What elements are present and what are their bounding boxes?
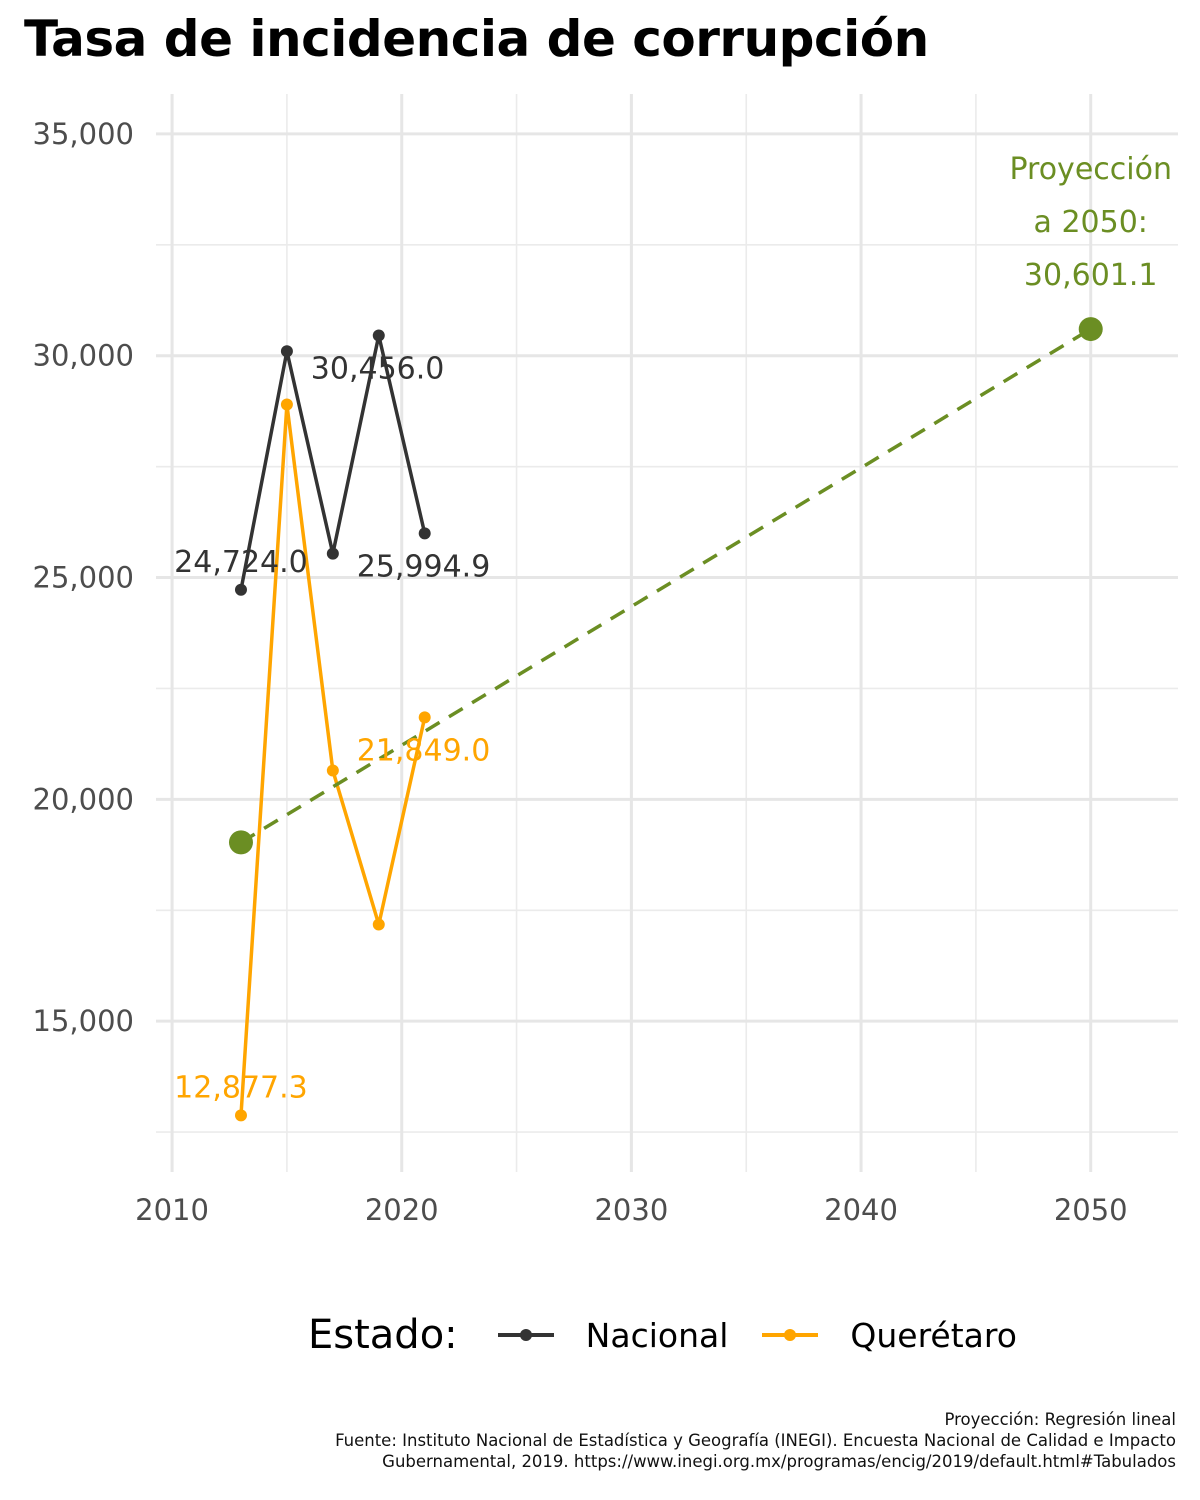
data-point-quertaro [372, 918, 385, 931]
data-point-nacional [418, 527, 431, 540]
data-point-nacional [372, 329, 385, 342]
data-point-quertaro [280, 398, 293, 411]
x-tick-label: 2050 [1054, 1193, 1128, 1227]
minor-gridlines [156, 94, 1178, 1172]
x-tick-label: 2030 [594, 1193, 668, 1227]
projection-line [240, 327, 1092, 844]
caption-method: Proyección: Regresión lineal [944, 1410, 1176, 1429]
y-tick-label: 25,000 [33, 561, 134, 595]
x-tick-label: 2040 [824, 1193, 898, 1227]
projection-annotation: 30,601.1 [1024, 258, 1158, 293]
projection-point [1078, 317, 1103, 342]
legend-title: Estado: [308, 1312, 458, 1358]
legend-key-queretaro [762, 1329, 819, 1341]
projection-layer: Proyección a 2050: 30,601.1 [228, 152, 1172, 855]
legend-item-queretaro: Querétaro [760, 1316, 1017, 1355]
chart-title: Tasa de incidencia de corrupción [24, 10, 929, 68]
data-point-quertaro [418, 711, 431, 724]
caption-source-cont: Gubernamental, 2019. https://www.inegi.o… [382, 1452, 1176, 1471]
data-label: 25,994.9 [357, 549, 491, 584]
series-layer [234, 329, 431, 1122]
y-tick-label: 15,000 [33, 1004, 134, 1038]
data-label: 24,724.0 [174, 545, 308, 580]
y-axis: 15,000 20,000 25,000 30,000 35,000 [33, 117, 134, 1038]
legend-item-nacional: Nacional [496, 1315, 729, 1355]
data-point-nacional [234, 583, 247, 596]
data-label: 21,849.0 [357, 733, 491, 768]
caption-source: Fuente: Instituto Nacional de Estadístic… [335, 1431, 1176, 1450]
data-point-nacional [326, 547, 339, 560]
legend-label-nacional: Nacional [585, 1315, 729, 1355]
legend: Estado: Nacional Querétaro [308, 1310, 1049, 1360]
data-label: 12,877.3 [174, 1070, 308, 1105]
data-point-quertaro [234, 1109, 247, 1122]
data-labels: 24,724.0 30,456.0 25,994.9 12,877.3 21,849.0 [174, 352, 490, 1106]
x-axis: 2010 2020 2030 2040 2050 [135, 1193, 1127, 1227]
legend-label-queretaro: Querétaro [850, 1315, 1017, 1355]
projection-point [228, 830, 253, 855]
x-tick-label: 2020 [365, 1193, 439, 1227]
line-chart: 2010 2020 2030 2040 2050 15,000 20,000 25,000 3… [33, 94, 1178, 1227]
data-point-nacional [280, 345, 293, 358]
projection-annotation: a 2050: [1034, 205, 1148, 240]
legend-key-nacional [497, 1329, 554, 1341]
caption: Proyección: Regresión lineal Fuente: Ins… [335, 1409, 1176, 1472]
projection-annotation: Proyección [1009, 152, 1172, 187]
major-gridlines [156, 94, 1178, 1172]
y-tick-label: 20,000 [33, 782, 134, 816]
data-label: 30,456.0 [311, 352, 445, 387]
y-tick-label: 30,000 [33, 339, 134, 373]
data-point-quertaro [326, 764, 339, 777]
x-tick-label: 2010 [135, 1193, 209, 1227]
y-tick-label: 35,000 [33, 117, 134, 151]
